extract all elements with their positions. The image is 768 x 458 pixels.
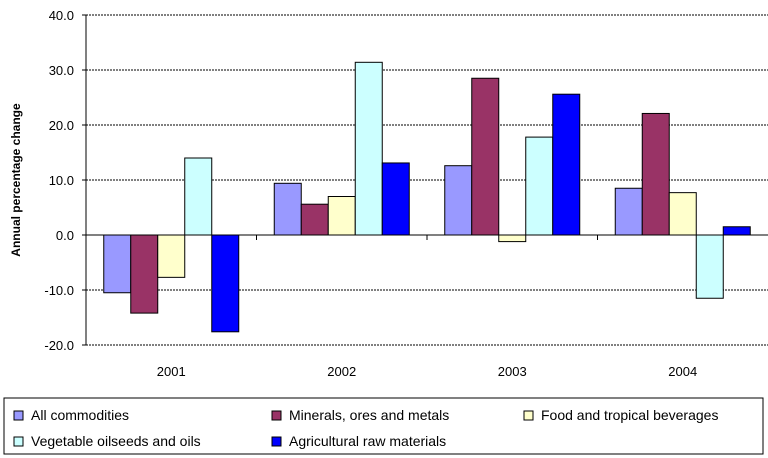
y-tick-label: 0.0	[56, 228, 74, 243]
axes	[82, 14, 768, 346]
bar	[300, 203, 329, 236]
x-tick-label: 2004	[668, 364, 697, 379]
x-tick-label: 2003	[498, 364, 527, 379]
legend-label: All commodities	[31, 407, 129, 423]
y-tick-labels: -20.0 -10.0 0.0 10.0 20.0 30.0 40.0	[44, 8, 74, 353]
legend-box	[3, 397, 764, 455]
y-tick-label: 10.0	[49, 173, 74, 188]
bar	[211, 234, 240, 333]
bar	[184, 157, 213, 236]
bar	[525, 136, 554, 236]
y-tick-label: -10.0	[44, 283, 74, 298]
x-tick-label: 2001	[157, 364, 186, 379]
bar	[552, 93, 581, 236]
legend: All commodities Minerals, ores and metals…	[13, 407, 718, 449]
y-tick-label: 40.0	[49, 8, 74, 23]
legend-label: Minerals, ores and metals	[289, 407, 449, 423]
legend-swatch	[523, 410, 534, 421]
bar	[157, 234, 186, 278]
bar	[641, 112, 670, 236]
bar	[695, 234, 724, 299]
y-axis-title: Annual percentage change	[9, 103, 23, 257]
y-tick-label: 30.0	[49, 63, 74, 78]
y-tick-label: -20.0	[44, 338, 74, 353]
bar	[722, 226, 751, 236]
bar	[273, 182, 302, 236]
bar	[103, 234, 132, 294]
legend-label: Agricultural raw materials	[289, 433, 446, 449]
bar	[498, 234, 527, 243]
legend-swatch	[13, 410, 24, 421]
bar	[471, 77, 500, 236]
x-tick-labels: 2001 2002 2003 2004	[157, 364, 697, 379]
bar	[130, 234, 159, 314]
legend-label: Food and tropical beverages	[541, 407, 718, 423]
bars	[103, 61, 751, 333]
bar	[354, 61, 383, 236]
bar	[327, 196, 356, 236]
bar	[614, 187, 643, 236]
bar	[444, 165, 473, 236]
bar	[381, 162, 410, 236]
legend-swatch	[13, 436, 24, 447]
x-tick-label: 2002	[327, 364, 356, 379]
bar	[668, 192, 697, 236]
legend-label: Vegetable oilseeds and oils	[31, 433, 201, 449]
legend-swatch	[271, 410, 282, 421]
y-tick-label: 20.0	[49, 118, 74, 133]
legend-swatch	[271, 436, 282, 447]
